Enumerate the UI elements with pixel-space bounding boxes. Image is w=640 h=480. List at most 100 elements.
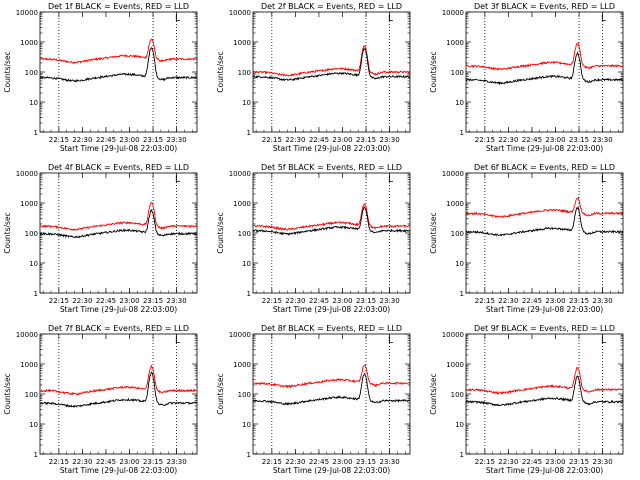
series-events-line xyxy=(252,47,410,82)
x-tick-label: 23:15 xyxy=(143,297,163,305)
detector-panel-4: Det 4f BLACK = Events, RED = LLD L 1 10 100 1… xyxy=(3,163,198,314)
x-tick-label: 22:30 xyxy=(72,136,92,144)
x-tick-label: 23:30 xyxy=(379,136,399,144)
y-tick-label: 1000 xyxy=(446,200,464,208)
x-tick-label: 22:15 xyxy=(475,297,495,305)
y-axis-label: Counts/sec xyxy=(216,51,225,92)
x-tick-label: 22:30 xyxy=(285,297,305,305)
detector-panel-8: Det 8f BLACK = Events, RED = LLD L 1 10 100 1… xyxy=(216,324,411,475)
y-tick-label: 1000 xyxy=(233,39,251,47)
series-events-line xyxy=(465,375,623,407)
panel-title: Det 7f BLACK = Events, RED = LLD xyxy=(48,324,189,333)
x-tick-label: 23:30 xyxy=(592,136,612,144)
series-lld-line xyxy=(465,366,623,395)
corner-marker: L xyxy=(175,175,180,185)
detector-panel-3: Det 3f BLACK = Events, RED = LLD L 1 10 100 1… xyxy=(429,2,624,153)
corner-marker: L xyxy=(601,175,606,185)
y-tick-label: 100 xyxy=(25,391,38,399)
series-lld-line xyxy=(252,364,411,389)
detector-panel-1: Det 1f BLACK = Events, RED = LLD L 1 10 100 1… xyxy=(3,2,198,153)
x-tick-label: 22:15 xyxy=(262,136,282,144)
y-axis-label: Counts/sec xyxy=(3,51,12,92)
y-tick-label: 1000 xyxy=(233,200,251,208)
x-tick-label: 22:45 xyxy=(96,136,116,144)
y-tick-label: 1 xyxy=(460,290,464,298)
y-axis-label: Counts/sec xyxy=(216,212,225,253)
x-tick-label: 23:30 xyxy=(166,297,186,305)
y-tick-label: 10 xyxy=(242,260,251,268)
y-tick-label: 10000 xyxy=(229,170,251,178)
corner-marker: L xyxy=(388,175,393,185)
y-axis-label: Counts/sec xyxy=(429,212,438,253)
y-tick-label: 100 xyxy=(451,230,464,238)
x-axis-label: Start Time (29-Jul-08 22:03:00) xyxy=(273,144,390,153)
x-axis-label: Start Time (29-Jul-08 22:03:00) xyxy=(60,466,177,475)
detector-panel-9: Det 9f BLACK = Events, RED = LLD L 1 10 100 1… xyxy=(429,324,624,475)
y-tick-label: 1 xyxy=(247,290,251,298)
plot-frame xyxy=(39,333,198,455)
x-tick-label: 22:15 xyxy=(262,297,282,305)
y-axis-label: Counts/sec xyxy=(429,373,438,414)
y-tick-label: 100 xyxy=(238,69,251,77)
x-tick-label: 22:15 xyxy=(49,458,69,466)
x-tick-label: 23:00 xyxy=(545,297,565,305)
x-tick-label: 23:30 xyxy=(379,458,399,466)
plot-frame xyxy=(465,333,624,455)
x-tick-label: 22:15 xyxy=(475,136,495,144)
y-tick-label: 10 xyxy=(242,421,251,429)
series-events-line xyxy=(39,371,197,409)
y-tick-label: 10 xyxy=(242,99,251,107)
series-lld-line xyxy=(252,203,410,232)
y-tick-label: 10000 xyxy=(442,170,464,178)
y-tick-label: 10 xyxy=(29,99,38,107)
y-tick-label: 10 xyxy=(29,260,38,268)
panel-title: Det 3f BLACK = Events, RED = LLD xyxy=(474,2,615,11)
y-tick-label: 100 xyxy=(238,391,251,399)
y-tick-label: 1000 xyxy=(446,361,464,369)
y-tick-label: 1 xyxy=(460,451,464,459)
series-events-line xyxy=(40,47,197,83)
y-tick-label: 1000 xyxy=(20,39,38,47)
x-tick-label: 23:00 xyxy=(119,458,139,466)
series-events-line xyxy=(252,206,410,236)
plot-frame xyxy=(252,333,411,455)
x-tick-label: 22:30 xyxy=(72,297,92,305)
x-tick-label: 22:15 xyxy=(475,458,495,466)
x-axis-label: Start Time (29-Jul-08 22:03:00) xyxy=(486,466,603,475)
x-tick-label: 23:15 xyxy=(569,297,589,305)
panel-title: Det 2f BLACK = Events, RED = LLD xyxy=(261,2,402,11)
x-tick-label: 22:15 xyxy=(262,458,282,466)
x-tick-label: 23:15 xyxy=(356,458,376,466)
y-tick-label: 1 xyxy=(34,129,38,137)
x-tick-label: 23:00 xyxy=(119,136,139,144)
y-axis-label: Counts/sec xyxy=(216,373,225,414)
y-tick-label: 1000 xyxy=(20,200,38,208)
y-tick-label: 10000 xyxy=(442,9,464,17)
x-tick-label: 23:30 xyxy=(166,136,186,144)
x-tick-label: 22:45 xyxy=(309,297,329,305)
corner-marker: L xyxy=(601,14,606,24)
detector-panel-6: Det 6f BLACK = Events, RED = LLD L 1 10 100 1… xyxy=(429,163,624,314)
series-lld-line xyxy=(465,41,623,71)
y-tick-label: 1000 xyxy=(446,39,464,47)
x-tick-label: 23:30 xyxy=(592,297,612,305)
x-tick-label: 23:15 xyxy=(356,297,376,305)
x-axis-label: Start Time (29-Jul-08 22:03:00) xyxy=(486,144,603,153)
y-tick-label: 10 xyxy=(455,99,464,107)
detector-panel-2: Det 2f BLACK = Events, RED = LLD L 1 10 100 1… xyxy=(216,2,411,153)
x-tick-label: 23:15 xyxy=(143,136,163,144)
corner-marker: L xyxy=(601,336,606,346)
x-tick-label: 23:15 xyxy=(356,136,376,144)
x-tick-label: 22:30 xyxy=(285,136,305,144)
y-tick-label: 100 xyxy=(451,391,464,399)
y-axis-label: Counts/sec xyxy=(3,373,12,414)
x-tick-label: 22:30 xyxy=(498,136,518,144)
detector-panel-5: Det 5f BLACK = Events, RED = LLD L 1 10 100 1… xyxy=(216,163,411,314)
x-axis-label: Start Time (29-Jul-08 22:03:00) xyxy=(60,144,177,153)
corner-marker: L xyxy=(388,336,393,346)
x-tick-label: 22:30 xyxy=(72,458,92,466)
x-tick-label: 23:00 xyxy=(332,297,352,305)
x-tick-label: 22:15 xyxy=(49,136,69,144)
x-tick-label: 22:30 xyxy=(498,297,518,305)
